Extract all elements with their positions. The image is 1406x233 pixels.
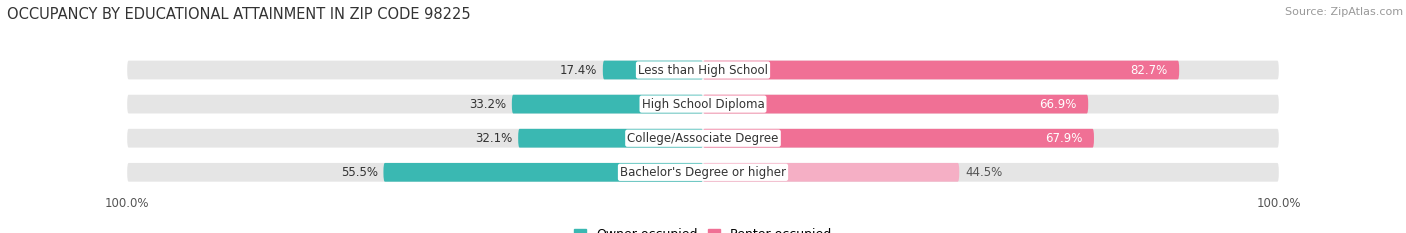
FancyBboxPatch shape (127, 163, 1279, 182)
Text: 32.1%: 32.1% (475, 132, 512, 145)
FancyBboxPatch shape (512, 95, 703, 113)
Text: Less than High School: Less than High School (638, 64, 768, 76)
FancyBboxPatch shape (519, 129, 703, 147)
Text: 82.7%: 82.7% (1130, 64, 1167, 76)
FancyBboxPatch shape (127, 61, 1279, 79)
Text: Source: ZipAtlas.com: Source: ZipAtlas.com (1285, 7, 1403, 17)
Text: 67.9%: 67.9% (1045, 132, 1083, 145)
FancyBboxPatch shape (127, 95, 1279, 113)
Text: Bachelor's Degree or higher: Bachelor's Degree or higher (620, 166, 786, 179)
FancyBboxPatch shape (703, 129, 1094, 147)
FancyBboxPatch shape (703, 95, 1088, 113)
Legend: Owner-occupied, Renter-occupied: Owner-occupied, Renter-occupied (574, 228, 832, 233)
Text: College/Associate Degree: College/Associate Degree (627, 132, 779, 145)
Text: OCCUPANCY BY EDUCATIONAL ATTAINMENT IN ZIP CODE 98225: OCCUPANCY BY EDUCATIONAL ATTAINMENT IN Z… (7, 7, 471, 22)
Text: High School Diploma: High School Diploma (641, 98, 765, 111)
FancyBboxPatch shape (384, 163, 703, 182)
Text: 44.5%: 44.5% (965, 166, 1002, 179)
Text: 66.9%: 66.9% (1039, 98, 1077, 111)
FancyBboxPatch shape (603, 61, 703, 79)
Text: 55.5%: 55.5% (340, 166, 378, 179)
FancyBboxPatch shape (127, 129, 1279, 147)
Text: 17.4%: 17.4% (560, 64, 598, 76)
Text: 33.2%: 33.2% (470, 98, 506, 111)
FancyBboxPatch shape (703, 61, 1180, 79)
FancyBboxPatch shape (703, 163, 959, 182)
